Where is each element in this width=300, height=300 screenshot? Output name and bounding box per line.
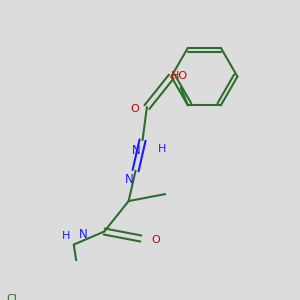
Text: H: H: [62, 231, 70, 241]
Text: HO: HO: [171, 71, 188, 81]
Text: N: N: [132, 144, 141, 157]
Text: N: N: [79, 228, 88, 241]
Text: H: H: [158, 144, 166, 154]
Text: Cl: Cl: [6, 294, 17, 300]
Text: O: O: [151, 235, 160, 245]
Text: N: N: [125, 173, 134, 186]
Text: O: O: [130, 104, 139, 114]
